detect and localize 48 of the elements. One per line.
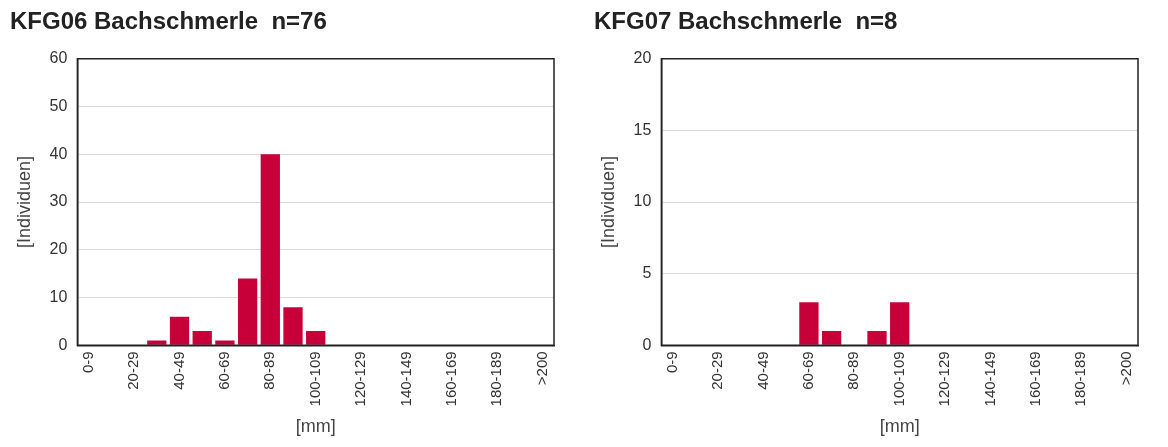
chart-title: KFG07 Bachschmerle n=8 [594,7,898,35]
x-tick-label: 20-29 [708,351,726,390]
y-axis-title: [Individuen] [13,156,34,249]
y-tick-label: 10 [49,288,68,305]
x-axis-title: [mm] [879,416,920,437]
x-tick-label: 120-129 [351,351,369,407]
y-tick-label: 50 [49,96,68,114]
x-tick-label: 20-29 [124,351,142,390]
x-tick-label: 100-109 [305,351,323,407]
x-tick-label: 0-9 [662,351,680,374]
x-tick-label: 180-189 [1071,351,1089,407]
x-tick-label: 100-109 [889,351,907,407]
y-tick-label: 20 [49,240,68,258]
y-tick-label: 5 [642,264,652,282]
y-tick-label: 20 [633,49,652,67]
y-tick-label: 60 [49,49,68,67]
bar [215,340,235,345]
y-tick-label: 30 [49,192,68,210]
x-tick-label: 60-69 [215,351,233,390]
y-tick-label: 0 [58,335,68,353]
y-tick-label: 0 [642,335,652,353]
y-tick-label: 15 [633,120,652,138]
x-tick-label: 80-89 [260,351,278,390]
bar [147,340,167,345]
x-tick-label: 120-129 [935,351,953,407]
x-tick-label: >200 [532,351,550,386]
bar [192,331,212,345]
bar [306,331,326,345]
x-tick-label: 140-149 [980,351,998,407]
bar [260,154,280,345]
x-tick-label: 60-69 [799,351,817,390]
x-tick-label: 160-169 [442,351,460,407]
y-tick-label: 40 [49,144,68,162]
x-tick-label: 180-189 [487,351,505,407]
bar [237,278,258,345]
bar [169,316,190,345]
chart-title: KFG06 Bachschmerle n=76 [10,7,327,35]
x-tick-label: 0-9 [78,351,96,374]
x-tick-label: 160-169 [1026,351,1044,407]
x-tick-label: 40-49 [169,351,187,390]
x-axis-title: [mm] [295,416,336,437]
x-tick-label: >200 [1116,351,1134,386]
x-tick-label: 140-149 [396,351,414,407]
bar [283,307,303,345]
x-tick-label: 80-89 [844,351,862,390]
x-tick-label: 40-49 [753,351,771,390]
y-axis-title: [Individuen] [597,156,618,249]
y-tick-label: 10 [633,192,652,210]
